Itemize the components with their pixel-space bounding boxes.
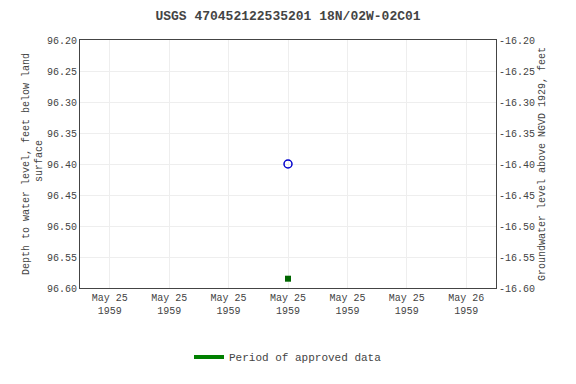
svg-text:-16.40: -16.40	[499, 160, 535, 171]
svg-text:96.20: 96.20	[47, 36, 77, 47]
svg-text:-16.45: -16.45	[499, 191, 535, 202]
svg-text:96.30: 96.30	[47, 98, 77, 109]
svg-text:-16.50: -16.50	[499, 222, 535, 233]
svg-text:May 251959: May 251959	[329, 293, 365, 317]
svg-text:May 261959: May 261959	[448, 293, 484, 317]
svg-text:Groundwater level above NGVD 1: Groundwater level above NGVD 1929, feet	[537, 47, 548, 281]
svg-text:-16.35: -16.35	[499, 129, 535, 140]
svg-text:-16.20: -16.20	[499, 36, 535, 47]
svg-text:96.50: 96.50	[47, 222, 77, 233]
svg-text:Period of approved data: Period of approved data	[229, 352, 381, 364]
svg-text:May 251959: May 251959	[151, 293, 187, 317]
svg-text:May 251959: May 251959	[211, 293, 247, 317]
svg-text:May 251959: May 251959	[389, 293, 425, 317]
svg-text:-16.55: -16.55	[499, 253, 535, 264]
svg-text:96.55: 96.55	[47, 253, 77, 264]
svg-text:-16.60: -16.60	[499, 284, 535, 295]
svg-text:96.45: 96.45	[47, 191, 77, 202]
svg-text:96.35: 96.35	[47, 129, 77, 140]
svg-text:96.60: 96.60	[47, 284, 77, 295]
svg-text:May 251959: May 251959	[92, 293, 128, 317]
svg-text:96.40: 96.40	[47, 160, 77, 171]
svg-text:Depth to water level, feet bel: Depth to water level, feet below land su…	[21, 53, 45, 275]
svg-text:96.25: 96.25	[47, 67, 77, 78]
svg-text:USGS 470452122535201 18N/02W-0: USGS 470452122535201 18N/02W-02C01	[155, 9, 420, 24]
svg-text:-16.25: -16.25	[499, 67, 535, 78]
svg-text:May 251959: May 251959	[270, 293, 306, 317]
svg-text:-16.30: -16.30	[499, 98, 535, 109]
